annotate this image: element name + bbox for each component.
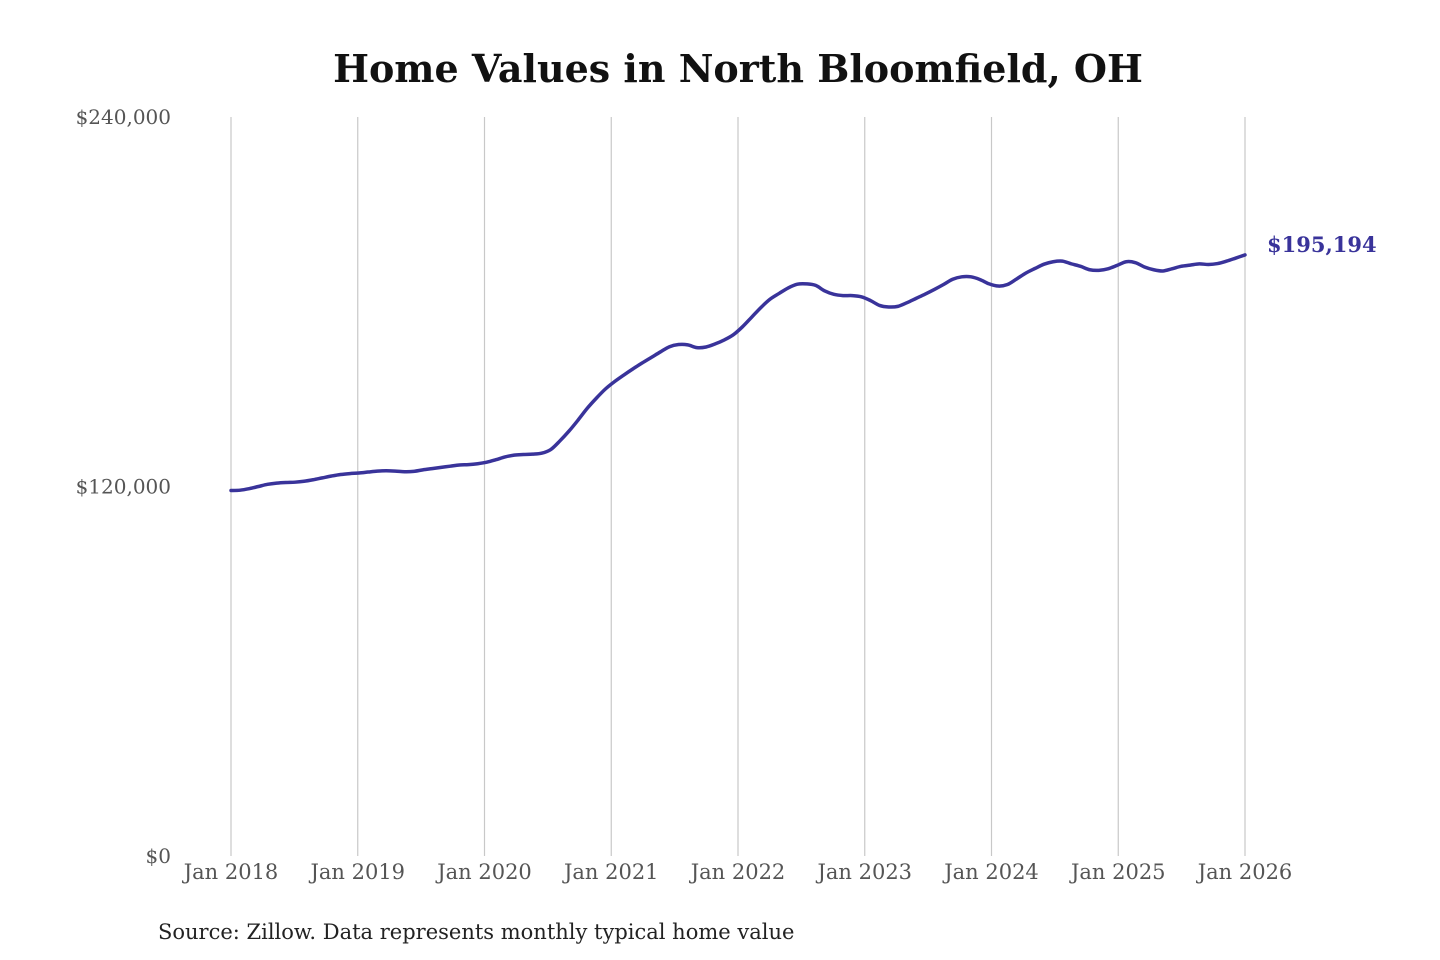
x-tick-label: Jan 2026: [1196, 860, 1293, 884]
chart-title: Home Values in North Bloomfield, OH: [333, 46, 1143, 91]
y-tick-label: $120,000: [76, 475, 171, 499]
x-tick-label: Jan 2023: [815, 860, 912, 884]
source-note: Source: Zillow. Data represents monthly …: [158, 920, 794, 944]
x-tick-label: Jan 2020: [435, 860, 532, 884]
x-tick-label: Jan 2021: [562, 860, 659, 884]
x-tick-label: Jan 2022: [689, 860, 786, 884]
x-tick-label: Jan 2018: [182, 860, 279, 884]
x-axis-tick-labels: Jan 2018 Jan 2019 Jan 2020 Jan 2021 Jan 2022…: [182, 860, 1293, 884]
y-tick-label: $0: [146, 844, 171, 868]
latest-value-label: $195,194: [1267, 232, 1377, 257]
home-value-series-line: [229, 253, 1247, 493]
x-tick-label: Jan 2025: [1069, 860, 1166, 884]
y-axis-tick-labels: $0 $120,000 $240,000: [76, 105, 171, 868]
x-tick-label: Jan 2019: [308, 860, 405, 884]
y-tick-label: $240,000: [76, 105, 171, 129]
x-tick-label: Jan 2024: [942, 860, 1039, 884]
vertical-gridlines: [230, 117, 1246, 856]
